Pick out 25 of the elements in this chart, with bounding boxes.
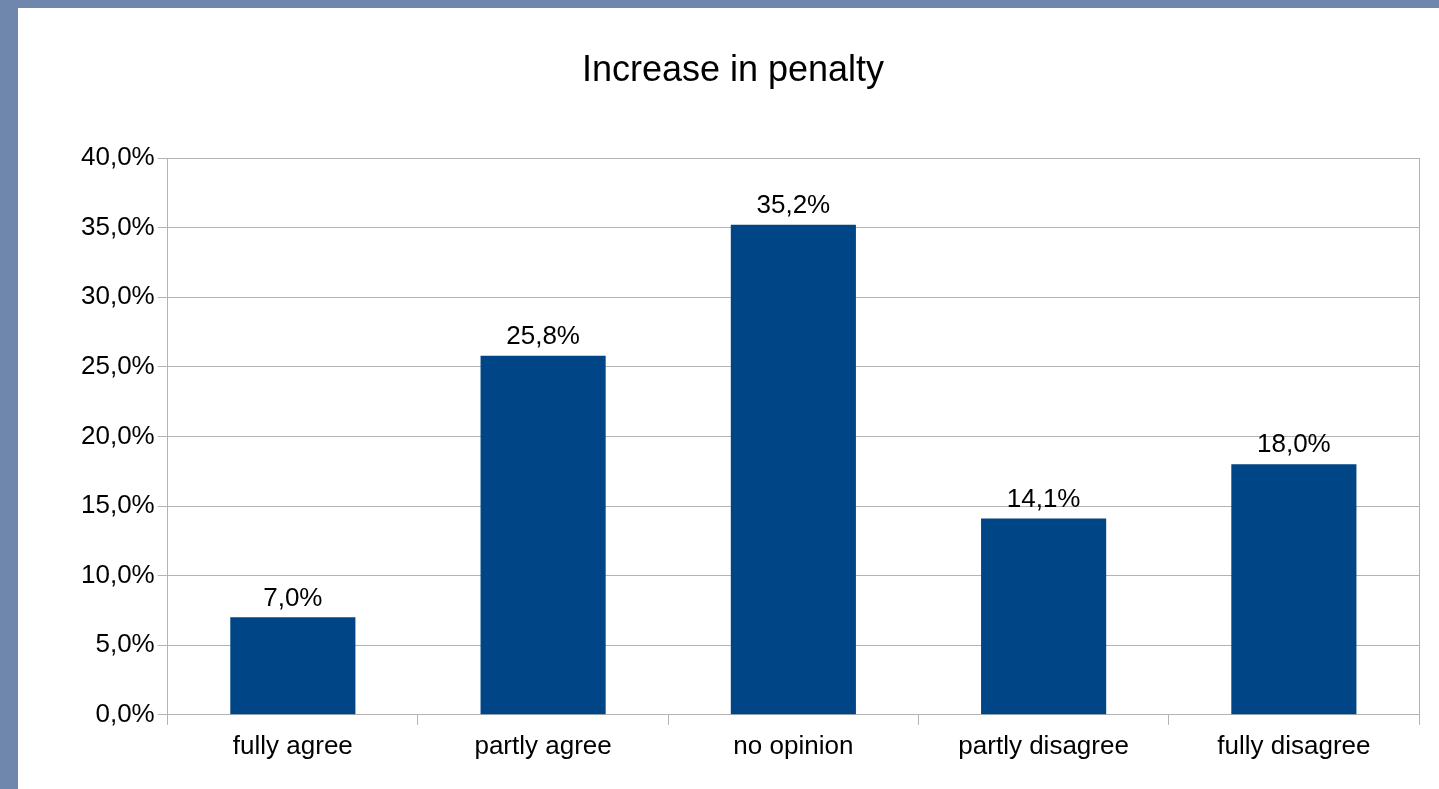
y-tick-label: 25,0% [80, 349, 155, 380]
y-tick-label: 10,0% [80, 558, 155, 589]
x-tick-label: fully agree [232, 729, 353, 760]
bar [1231, 464, 1357, 715]
bar [981, 518, 1107, 715]
x-tick-label: partly agree [474, 729, 612, 760]
y-tick-label: 20,0% [80, 419, 155, 450]
y-tick-label: 40,0% [80, 141, 155, 172]
bar [730, 224, 856, 715]
data-label: 7,0% [263, 581, 323, 612]
y-tick-label: 35,0% [80, 210, 155, 241]
chart-title: Increase in penalty [580, 48, 886, 90]
data-label: 14,1% [1006, 482, 1081, 513]
data-label: 25,8% [506, 319, 580, 350]
x-tick-label: partly disagree [958, 729, 1129, 760]
y-tick-label: 15,0% [80, 489, 155, 520]
x-tick-label: no opinion [733, 729, 854, 760]
y-tick-label: 30,0% [80, 280, 155, 311]
y-tick-label: 0,0% [95, 697, 155, 728]
bar [230, 617, 356, 715]
data-label: 35,2% [756, 188, 831, 219]
data-label: 18,0% [1257, 428, 1331, 459]
y-tick-label: 5,0% [95, 628, 155, 659]
x-tick-label: fully disagree [1217, 729, 1371, 760]
bar [480, 355, 606, 715]
